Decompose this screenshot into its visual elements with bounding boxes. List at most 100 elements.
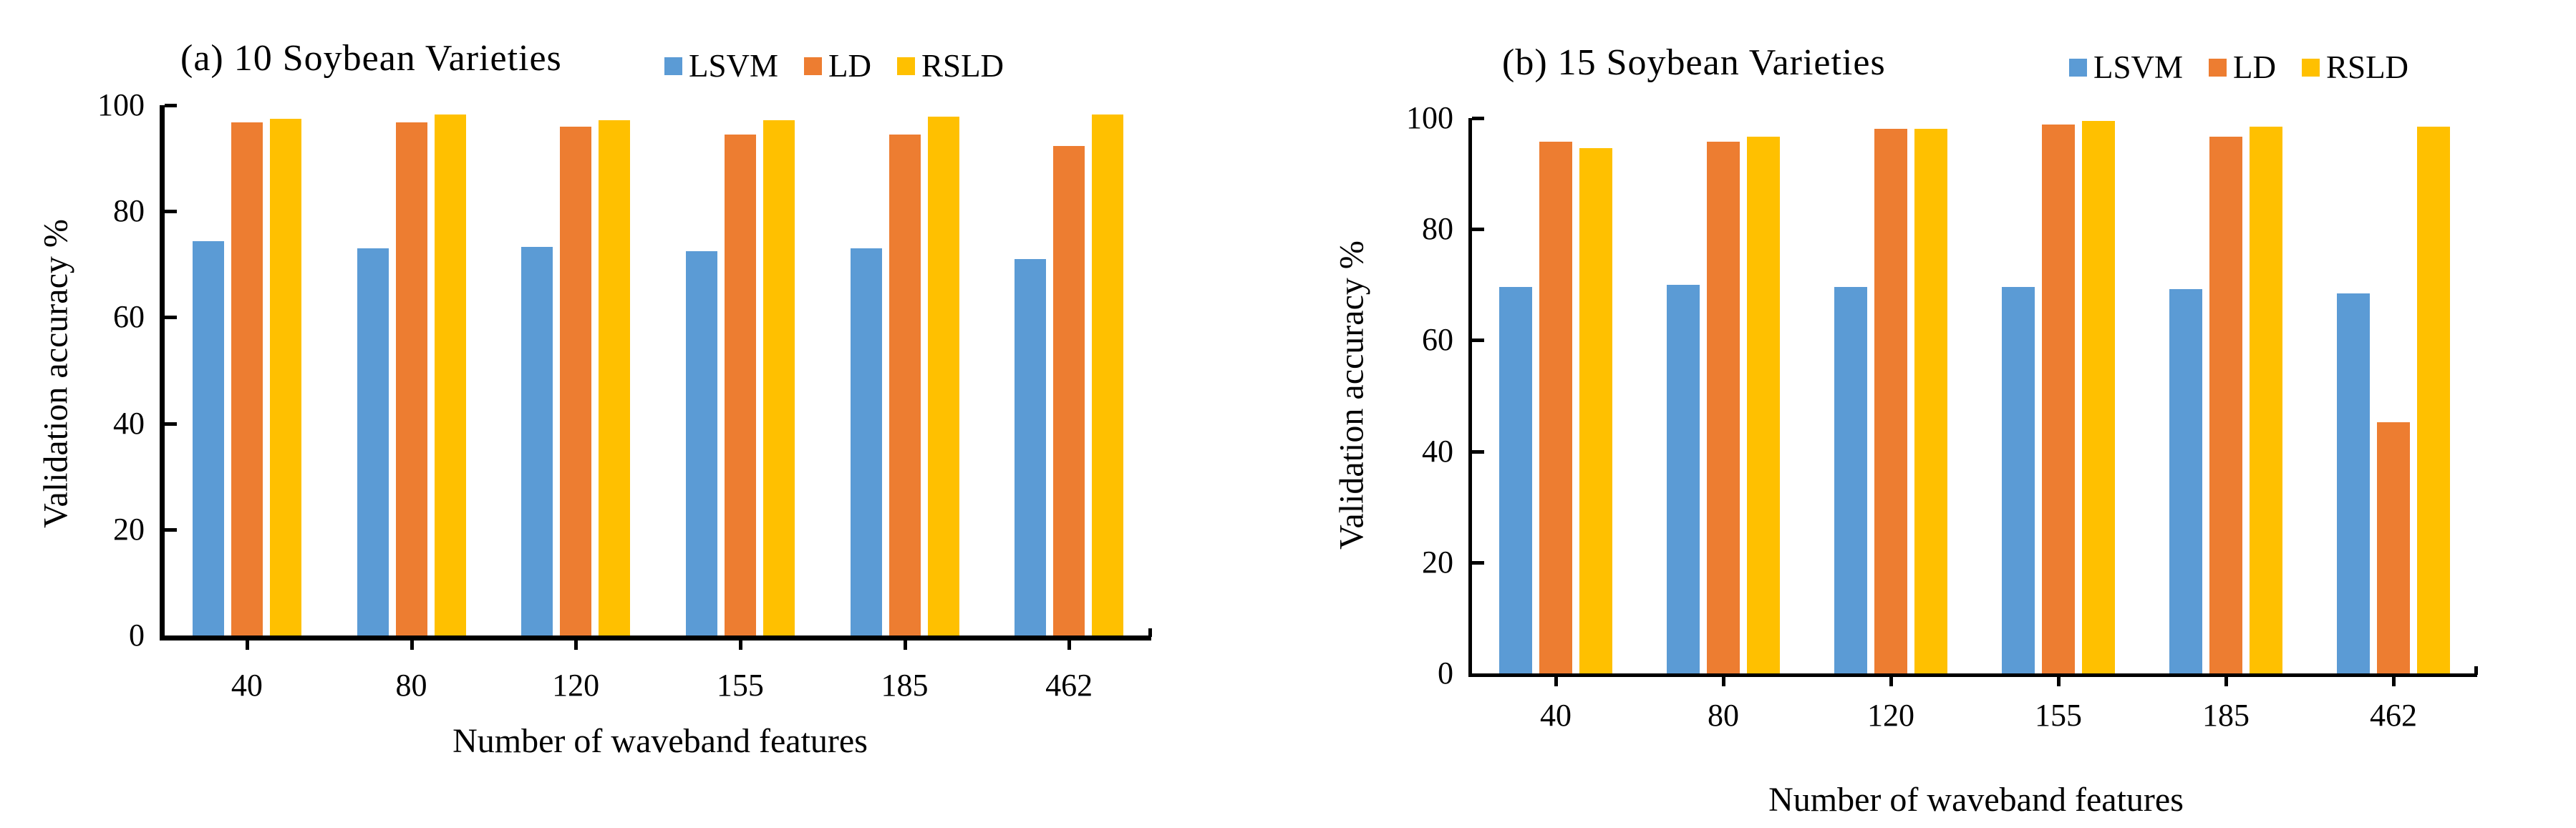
y-tick xyxy=(165,316,177,320)
y-tick-label: 0 xyxy=(129,618,145,653)
bar-ld-40 xyxy=(231,122,263,635)
x-tick-label: 185 xyxy=(881,668,929,703)
bar-rsld-462 xyxy=(2417,126,2450,673)
x-tick-label: 462 xyxy=(1045,668,1093,703)
x-tick xyxy=(738,641,742,650)
chart-b-xaxis-title: Number of waveband features xyxy=(1768,781,2184,819)
bar-ld-462 xyxy=(1053,146,1085,635)
bar-lsvm-40 xyxy=(1499,286,1532,673)
bar-lsvm-155 xyxy=(685,250,717,635)
x-axis-endcap-tick xyxy=(1148,628,1152,637)
x-axis-line xyxy=(1468,673,2477,677)
y-tick-label: 100 xyxy=(1406,100,1453,135)
x-tick xyxy=(1722,677,1725,686)
rsld-swatch-icon xyxy=(2302,59,2320,77)
y-tick-label: 80 xyxy=(113,193,145,229)
x-tick xyxy=(2392,677,2396,686)
x-tick xyxy=(1889,677,1893,686)
rsld-swatch-icon xyxy=(897,57,916,75)
x-tick xyxy=(1554,677,1558,686)
chart-b-title: (b) 15 Soybean Varieties xyxy=(1502,42,1886,83)
x-tick xyxy=(410,641,414,650)
y-tick-label: 0 xyxy=(1438,656,1453,691)
x-tick-label: 120 xyxy=(552,668,600,703)
bar-ld-120 xyxy=(1874,128,1907,673)
y-tick xyxy=(1472,228,1484,232)
lsvm-swatch-icon xyxy=(2069,59,2087,77)
bar-lsvm-462 xyxy=(2337,293,2370,673)
y-tick xyxy=(165,104,177,107)
bar-lsvm-40 xyxy=(192,241,224,635)
legend-item-rsld: RSLD xyxy=(897,50,1004,82)
bar-lsvm-462 xyxy=(1015,258,1047,635)
legend-label: LSVM xyxy=(2093,49,2184,85)
chart-a-yaxis-title: Validation accuracy % xyxy=(37,219,75,528)
ld-swatch-icon xyxy=(804,57,823,75)
bar-ld-155 xyxy=(2042,125,2075,673)
y-tick-label: 20 xyxy=(1422,544,1453,580)
bar-rsld-155 xyxy=(2082,120,2115,673)
x-tick xyxy=(2057,677,2061,686)
bar-rsld-80 xyxy=(1747,137,1780,673)
x-axis-line xyxy=(160,635,1151,641)
y-tick xyxy=(165,210,177,214)
x-tick-label: 80 xyxy=(395,668,427,703)
bar-ld-120 xyxy=(560,126,592,635)
bar-lsvm-185 xyxy=(2169,289,2202,673)
bar-lsvm-185 xyxy=(850,248,882,635)
x-tick-label: 185 xyxy=(2202,698,2250,733)
x-tick xyxy=(245,641,249,650)
bar-ld-155 xyxy=(724,134,756,635)
chart-b-yaxis-title: Validation accuracy % xyxy=(1332,240,1371,550)
y-tick xyxy=(1472,117,1484,120)
bar-lsvm-80 xyxy=(1667,284,1700,673)
y-tick-label: 60 xyxy=(113,299,145,335)
y-tick-label: 40 xyxy=(1422,433,1453,469)
bar-rsld-185 xyxy=(927,116,959,635)
bar-rsld-120 xyxy=(599,120,631,635)
y-axis-line xyxy=(1468,118,1472,677)
x-tick-label: 120 xyxy=(1867,698,1914,733)
legend-label: LD xyxy=(828,48,872,84)
legend-item-lsvm: LSVM xyxy=(664,50,778,82)
x-tick xyxy=(574,641,578,650)
legend-label: RSLD xyxy=(2326,49,2409,85)
x-tick-label: 155 xyxy=(2035,698,2082,733)
x-tick-label: 40 xyxy=(1540,698,1572,733)
y-tick-label: 20 xyxy=(113,511,145,547)
bar-ld-462 xyxy=(2377,422,2410,673)
y-tick xyxy=(1472,449,1484,454)
bar-ld-185 xyxy=(888,134,921,635)
bar-rsld-80 xyxy=(434,115,466,635)
bar-lsvm-120 xyxy=(1834,286,1867,673)
legend-label: LD xyxy=(2233,49,2277,85)
lsvm-swatch-icon xyxy=(664,57,682,75)
chart-a-legend: LSVM LD RSLD xyxy=(664,50,1004,82)
legend-item-ld: LD xyxy=(2209,52,2276,84)
bar-lsvm-80 xyxy=(357,248,389,635)
y-tick-label: 100 xyxy=(97,87,145,122)
bar-ld-185 xyxy=(2209,137,2242,673)
chart-a-xaxis-title: Number of waveband features xyxy=(452,722,868,760)
y-tick-label: 40 xyxy=(113,405,145,441)
bar-rsld-40 xyxy=(269,118,301,635)
chart-b-legend: LSVM LD RSLD xyxy=(2069,52,2408,84)
x-tick xyxy=(2224,677,2228,686)
bar-rsld-40 xyxy=(1579,147,1612,673)
y-tick xyxy=(165,422,177,426)
x-tick-label: 80 xyxy=(1708,698,1739,733)
x-tick-label: 462 xyxy=(2370,698,2417,733)
legend-label: LSVM xyxy=(689,48,779,84)
legend-item-lsvm: LSVM xyxy=(2069,52,2183,84)
x-tick-label: 40 xyxy=(231,668,263,703)
y-tick-label: 80 xyxy=(1422,211,1453,247)
legend-label: RSLD xyxy=(921,48,1004,84)
bar-rsld-120 xyxy=(1914,128,1947,673)
bar-rsld-462 xyxy=(1092,114,1124,635)
bar-lsvm-155 xyxy=(2002,286,2035,673)
y-tick xyxy=(1472,338,1484,343)
bar-ld-80 xyxy=(395,122,427,635)
bar-rsld-155 xyxy=(762,120,795,635)
legend-item-ld: LD xyxy=(804,50,871,82)
